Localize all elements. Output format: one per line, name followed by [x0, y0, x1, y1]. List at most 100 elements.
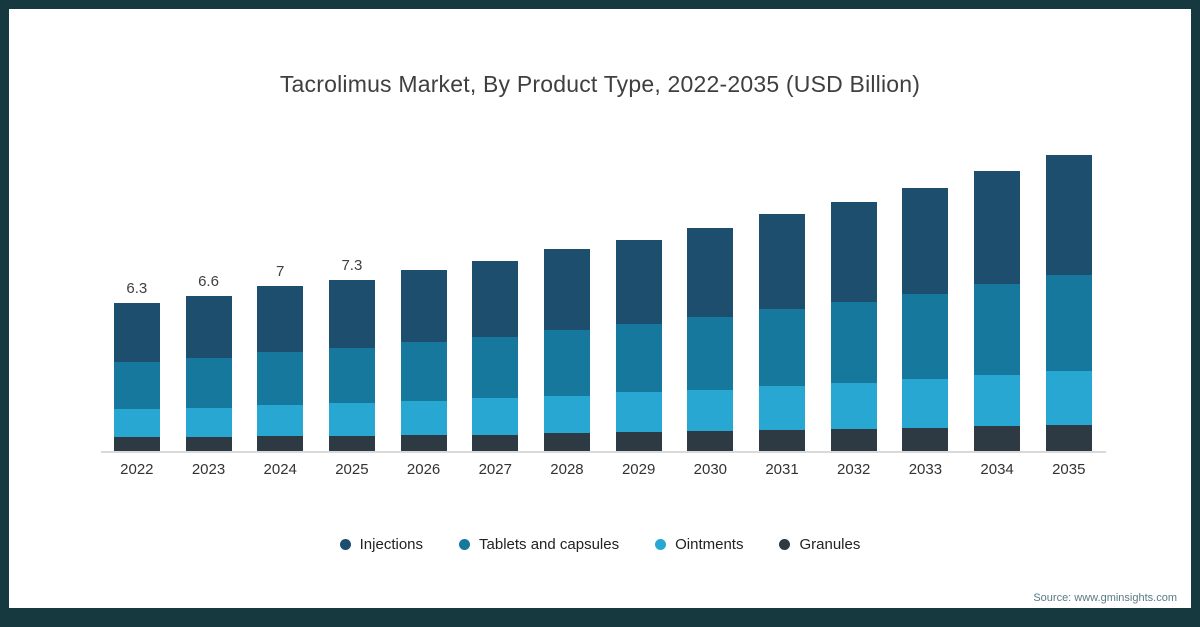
chart-title: Tacrolimus Market, By Product Type, 2022… — [279, 71, 921, 97]
bar-segment-ointments — [400, 400, 447, 435]
bar-group-2024: 7 — [244, 263, 316, 451]
x-tick-2028: 2028 — [550, 461, 584, 478]
bar-group-2033 — [890, 165, 962, 451]
bar-stack — [1045, 155, 1092, 451]
legend-dot-icon — [779, 539, 791, 550]
bar-segment-tablets-and-capsules — [328, 347, 375, 403]
bar-segment-ointments — [113, 408, 160, 437]
bar-segment-tablets-and-capsules — [830, 301, 877, 383]
bar-segment-granules — [400, 434, 447, 451]
bar-value-label: 6.3 — [126, 279, 148, 297]
bar-segment-granules — [185, 436, 232, 451]
bar-segment-granules — [830, 428, 877, 451]
legend-dot-icon — [459, 539, 471, 550]
x-tick-2035: 2035 — [1052, 461, 1086, 478]
bar-segment-granules — [615, 432, 662, 451]
bar-value-label: 6.6 — [198, 272, 219, 290]
x-tick-2024: 2024 — [263, 461, 297, 478]
bar-value-label: 7.3 — [341, 256, 363, 274]
bar-segment-injections — [1045, 155, 1092, 275]
bar-segment-ointments — [830, 382, 877, 429]
bar-segment-ointments — [615, 392, 662, 433]
legend: Injections Tablets and capsules Ointments G… — [9, 536, 1191, 553]
bar-segment-injections — [328, 279, 375, 348]
bar-segment-granules — [472, 434, 519, 451]
bar-segment-ointments — [472, 398, 519, 435]
bar-group-2026 — [388, 247, 460, 451]
bar-segment-injections — [902, 187, 949, 294]
bar-group-2022: 6.3 — [101, 280, 173, 451]
plot-area: 6.3 6.6 7 7.3 — [101, 139, 1106, 453]
bar-segment-tablets-and-capsules — [1045, 274, 1092, 372]
bar-stack — [543, 248, 590, 451]
bar-segment-ointments — [759, 386, 806, 430]
x-tick-2033: 2033 — [908, 461, 943, 478]
legend-dot-icon — [339, 539, 351, 550]
bar-segment-granules — [328, 435, 375, 451]
bar-stack — [902, 187, 949, 451]
bar-group-2023: 6.6 — [173, 273, 245, 451]
bar-segment-ointments — [902, 379, 949, 428]
bar-segment-ointments — [687, 389, 734, 431]
bar-segment-granules — [687, 431, 734, 451]
bar-segment-granules — [759, 429, 806, 451]
bar-segment-injections — [615, 239, 662, 325]
bar-group-2035 — [1033, 132, 1105, 451]
bar-segment-ointments — [185, 407, 232, 437]
bar-group-2031 — [746, 191, 818, 451]
bar-stack — [257, 286, 304, 451]
bar-stack — [615, 239, 662, 451]
bar-group-2034 — [961, 148, 1033, 451]
bar-segment-injections — [185, 295, 232, 359]
legend-label: Granules — [799, 536, 861, 553]
bar-group-2027 — [459, 238, 531, 451]
bar-segment-tablets-and-capsules — [113, 361, 160, 409]
legend-label: Ointments — [675, 536, 744, 553]
bar-segment-tablets-and-capsules — [615, 324, 662, 393]
bar-segment-ointments — [1045, 371, 1092, 426]
bar-segment-injections — [543, 248, 590, 331]
bar-segment-granules — [974, 426, 1021, 451]
bar-segment-ointments — [543, 395, 590, 434]
bar-segment-tablets-and-capsules — [902, 293, 949, 380]
bar-segment-granules — [543, 433, 590, 451]
x-tick-2031: 2031 — [765, 461, 799, 478]
x-tick-2030: 2030 — [693, 461, 728, 478]
x-tick-2032: 2032 — [837, 461, 871, 478]
bar-stack — [113, 302, 160, 451]
bar-segment-injections — [687, 227, 734, 318]
bar-segment-tablets-and-capsules — [400, 341, 447, 401]
bar-stack — [185, 295, 232, 451]
bar-segment-injections — [830, 201, 877, 302]
legend-label: Tablets and capsules — [479, 536, 620, 553]
bar-group-2032 — [818, 179, 890, 451]
legend-item-granules: Granules — [779, 536, 860, 553]
bar-stack — [328, 279, 375, 451]
bar-segment-tablets-and-capsules — [974, 284, 1021, 375]
bar-stack — [759, 213, 806, 451]
bar-segment-tablets-and-capsules — [472, 337, 519, 399]
bar-group-2029 — [603, 217, 675, 451]
legend-item-tablets-and-capsules: Tablets and capsules — [459, 536, 619, 553]
x-axis-ticks: 2022 2023 2024 2025 2026 2027 2028 2029 2030 2031… — [101, 461, 1106, 478]
bar-segment-tablets-and-capsules — [759, 308, 806, 387]
bar-stack — [400, 270, 447, 451]
x-tick-2023: 2023 — [191, 461, 226, 478]
bar-segment-injections — [400, 270, 447, 342]
x-tick-2034: 2034 — [980, 461, 1014, 478]
bar-group-2028 — [531, 226, 603, 451]
legend-dot-icon — [655, 539, 667, 550]
bar-segment-tablets-and-capsules — [257, 352, 304, 406]
bar-segment-granules — [113, 436, 160, 451]
x-tick-2022: 2022 — [120, 461, 154, 478]
bar-segment-granules — [902, 427, 949, 451]
bar-segment-injections — [113, 302, 160, 362]
legend-item-injections: Injections — [339, 536, 423, 553]
bar-group-2030 — [675, 205, 747, 451]
x-tick-2029: 2029 — [621, 461, 656, 478]
bar-segment-injections — [759, 213, 806, 309]
bar-segment-ointments — [257, 405, 304, 436]
bar-segment-ointments — [974, 374, 1021, 427]
x-tick-2026: 2026 — [406, 461, 441, 478]
